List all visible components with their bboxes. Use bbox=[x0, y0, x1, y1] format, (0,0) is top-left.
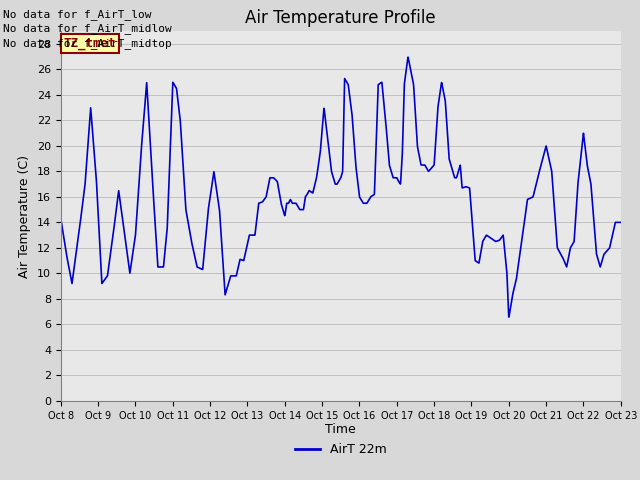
Text: TZ_tmet: TZ_tmet bbox=[64, 37, 116, 50]
Text: No data for f_AirT_midlow: No data for f_AirT_midlow bbox=[3, 23, 172, 34]
Text: No data for f_AirT_low: No data for f_AirT_low bbox=[3, 9, 152, 20]
X-axis label: Time: Time bbox=[325, 423, 356, 436]
Y-axis label: Air Temperature (C): Air Temperature (C) bbox=[19, 155, 31, 277]
Legend: AirT 22m: AirT 22m bbox=[290, 438, 392, 461]
Title: Air Temperature Profile: Air Temperature Profile bbox=[246, 9, 436, 27]
Text: No data for f_AirT_midtop: No data for f_AirT_midtop bbox=[3, 37, 172, 48]
